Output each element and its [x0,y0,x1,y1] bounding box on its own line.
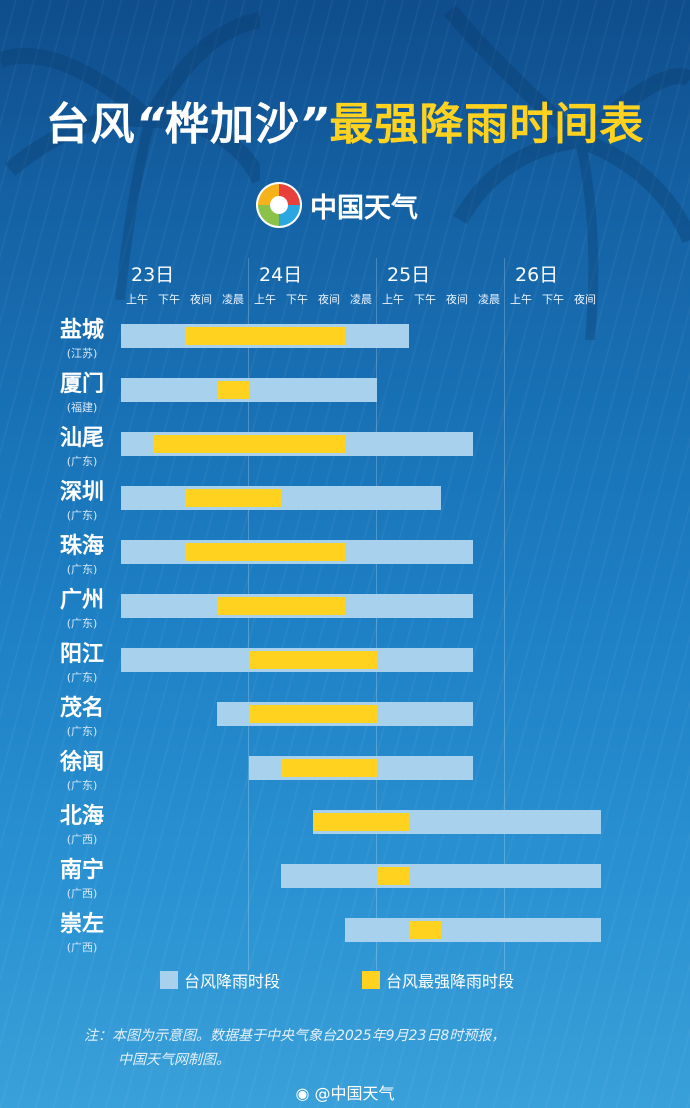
day-label: 25日 [387,264,431,286]
period-label: 凌晨 [478,293,500,306]
title-quote-open: “ [135,99,165,150]
brand-logo: 中国天气 [254,180,418,230]
province-label: (江苏) [66,347,98,360]
legend-strong: 台风最强降雨时段 [362,968,514,992]
period-label: 上午 [382,293,404,306]
strong-rain-bar [249,651,377,669]
legend-strong-swatch [362,971,380,989]
rain-period-bar [345,918,601,942]
period-label: 下午 [158,293,180,306]
footnote-line2: 中国天气网制图。 [118,1052,230,1068]
weibo-credit: ◉ @中国天气 [0,1080,690,1104]
strong-rain-bar [185,543,345,561]
strong-rain-bar [185,327,345,345]
strong-rain-bar [377,867,409,885]
title-quote-close: ” [300,99,330,150]
period-label: 夜间 [318,293,340,306]
city-label: 汕尾 [59,426,104,451]
swirl-logo-icon [256,182,302,228]
period-label: 上午 [254,293,276,306]
province-label: (广西) [66,887,98,900]
strong-rain-bar [249,705,377,723]
province-label: (广东) [66,563,98,576]
legend-rain-swatch [160,971,178,989]
province-label: (广西) [66,833,98,846]
legend-rain: 台风降雨时段 [160,968,280,992]
day-gridline [504,258,505,970]
city-label: 崇左 [59,912,104,937]
strong-rain-bar [217,597,345,615]
period-label: 夜间 [574,293,596,306]
city-label: 盐城 [59,318,104,343]
province-label: (广东) [66,617,98,630]
weibo-icon: ◉ [295,1084,315,1103]
city-label: 深圳 [59,480,104,505]
city-label: 厦门 [59,372,104,397]
title-typhoon-name: 桦加沙 [165,99,300,150]
strong-rain-bar [185,489,281,507]
city-label: 珠海 [59,534,104,559]
title-part2: 最强降雨时间表 [329,99,645,150]
day-label: 24日 [259,264,303,286]
day-label: 26日 [515,264,559,286]
credit-text: @中国天气 [314,1084,395,1103]
strong-rain-bar [153,435,345,453]
city-label: 徐闻 [59,750,104,775]
period-label: 下午 [286,293,308,306]
day-label: 23日 [131,264,175,286]
province-label: (广东) [66,725,98,738]
rain-period-bar [121,486,441,510]
footnote-line1: 注：本图为示意图。数据基于中央气象台2025年9月23日8时预报， [84,1028,506,1044]
title-part1: 台风 [45,99,136,150]
period-label: 凌晨 [222,293,244,306]
period-label: 下午 [414,293,436,306]
page-title: 台风“桦加沙”最强降雨时间表 [0,88,690,152]
province-label: (广东) [66,671,98,684]
city-label: 茂名 [59,696,104,721]
palm-tree-right-decoration [443,5,690,340]
period-label: 上午 [510,293,532,306]
province-label: (广东) [66,779,98,792]
period-label: 夜间 [446,293,468,306]
strong-rain-bar [217,381,249,399]
province-label: (福建) [66,401,98,414]
strong-rain-bar [281,759,377,777]
rain-period-bar [281,864,601,888]
footnote: 注：本图为示意图。数据基于中央气象台2025年9月23日8时预报， 中国天气网制… [84,1024,644,1072]
legend-rain-label: 台风降雨时段 [184,972,281,991]
period-label: 夜间 [190,293,212,306]
province-label: (广东) [66,455,98,468]
strong-rain-bar [313,813,409,831]
brand-name: 中国天气 [310,192,418,224]
city-label: 广州 [59,588,104,613]
province-label: (广东) [66,509,98,522]
city-label: 阳江 [59,642,104,667]
city-label: 北海 [59,804,104,829]
legend-strong-label: 台风最强降雨时段 [386,972,515,991]
strong-rain-bar [409,921,441,939]
rain-period-bar [121,378,377,402]
province-label: (广西) [66,941,98,954]
period-label: 下午 [542,293,564,306]
city-label: 南宁 [59,858,104,883]
period-label: 上午 [126,293,148,306]
period-label: 凌晨 [350,293,372,306]
